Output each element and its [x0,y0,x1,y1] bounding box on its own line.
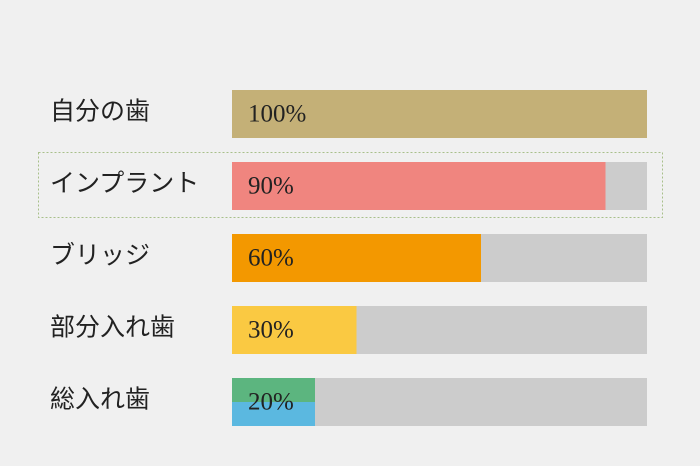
value-label: 20% [248,389,294,416]
category-label: インプラント [50,170,199,198]
value-label: 100% [248,101,306,128]
bar [232,90,647,138]
bar [232,378,315,402]
category-label: 部分入れ歯 [50,314,175,342]
category-label: ブリッジ [50,242,150,270]
bar [232,402,315,426]
bar [232,306,357,354]
value-label: 30% [248,317,294,344]
value-label: 60% [248,245,294,272]
highlight-box [38,152,663,218]
value-label: 90% [248,173,294,200]
bar [232,162,606,210]
bar [232,234,481,282]
category-label: 総入れ歯 [50,386,150,414]
category-label: 自分の歯 [50,98,150,126]
